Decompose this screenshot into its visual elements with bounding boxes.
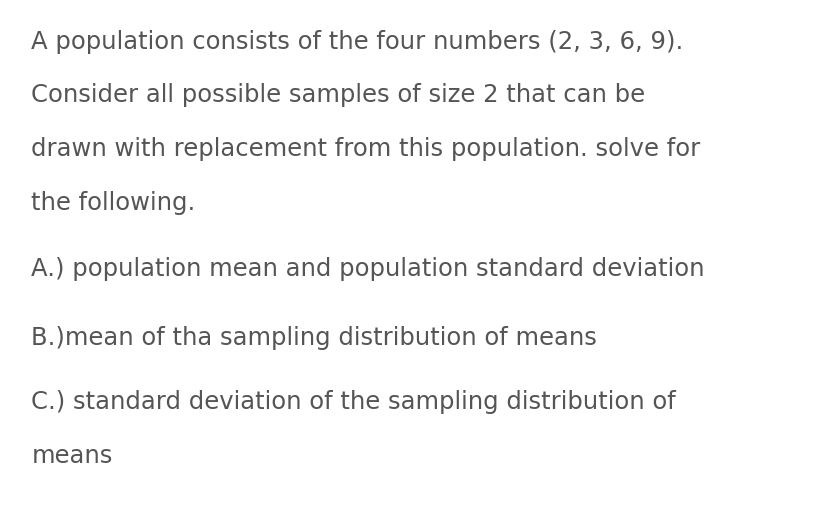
Text: A.) population mean and population standard deviation: A.) population mean and population stand…	[31, 257, 704, 281]
Text: A population consists of the four numbers (2, 3, 6, 9).: A population consists of the four number…	[31, 30, 683, 54]
Text: the following.: the following.	[31, 191, 195, 215]
Text: means: means	[31, 444, 112, 468]
Text: B.)mean of tha sampling distribution of means: B.)mean of tha sampling distribution of …	[31, 326, 596, 350]
Text: C.) standard deviation of the sampling distribution of: C.) standard deviation of the sampling d…	[31, 390, 676, 414]
Text: drawn with replacement from this population. solve for: drawn with replacement from this populat…	[31, 137, 700, 161]
Text: Consider all possible samples of size 2 that can be: Consider all possible samples of size 2 …	[31, 83, 645, 107]
